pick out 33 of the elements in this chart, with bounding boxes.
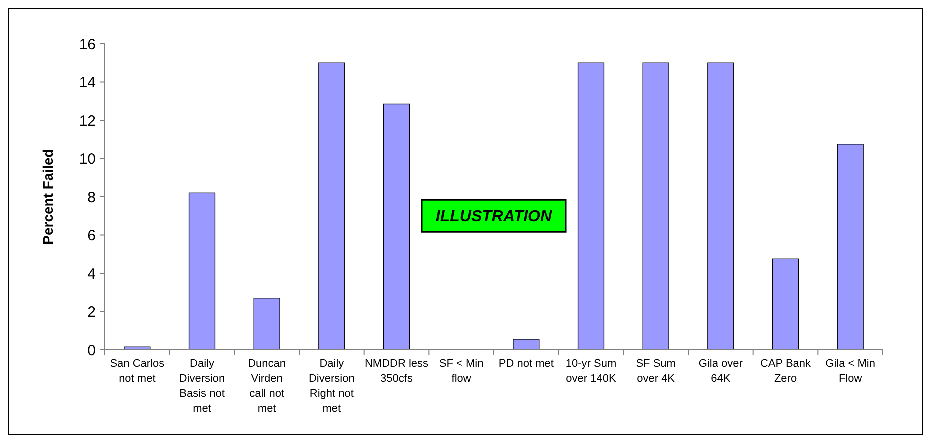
bar <box>383 104 410 350</box>
x-tick-label: Gila < Min Flow <box>826 358 876 385</box>
bar <box>837 144 864 350</box>
annotation: ILLUSTRATION <box>436 208 553 226</box>
y-tick-label: 16 <box>79 36 96 54</box>
x-tick-label: SF Sum over 4K <box>636 358 676 385</box>
y-tick-label: 12 <box>79 112 96 130</box>
y-tick-label: 14 <box>79 74 96 92</box>
x-tick-label: PD not met <box>498 358 554 370</box>
y-tick-label: 2 <box>88 304 96 321</box>
y-tick-label: 8 <box>88 189 96 206</box>
x-tick-label: Duncan Virden call not met <box>248 358 286 415</box>
x-tick-label: Daily Diversion Basis not met <box>179 358 226 415</box>
x-tick-label: NMDDR less 350cfs <box>364 358 430 385</box>
y-tick-label: 10 <box>79 151 96 168</box>
bar <box>578 62 605 350</box>
x-tick-label: CAP Bank Zero <box>760 358 812 385</box>
x-tick-label: Daily Diversion Right not met <box>308 358 355 415</box>
x-tick-label: Gila over 64K <box>698 358 744 385</box>
bar <box>513 339 540 350</box>
bar <box>254 298 280 350</box>
y-tick-label: 6 <box>88 228 96 244</box>
x-tick-label: SF < Min flow <box>439 358 484 385</box>
bar <box>642 62 670 350</box>
x-tick-label: San Carlos not met <box>110 358 166 385</box>
bar <box>188 192 216 350</box>
y-tick-label: 0 <box>88 342 96 360</box>
y-axis-title: Percent Failed <box>40 149 56 245</box>
y-tick-label: 4 <box>88 266 96 283</box>
bar <box>708 62 734 350</box>
x-tick-label: 10-yr Sum over 140K <box>566 358 617 385</box>
bar <box>318 62 346 350</box>
bar <box>772 258 800 350</box>
